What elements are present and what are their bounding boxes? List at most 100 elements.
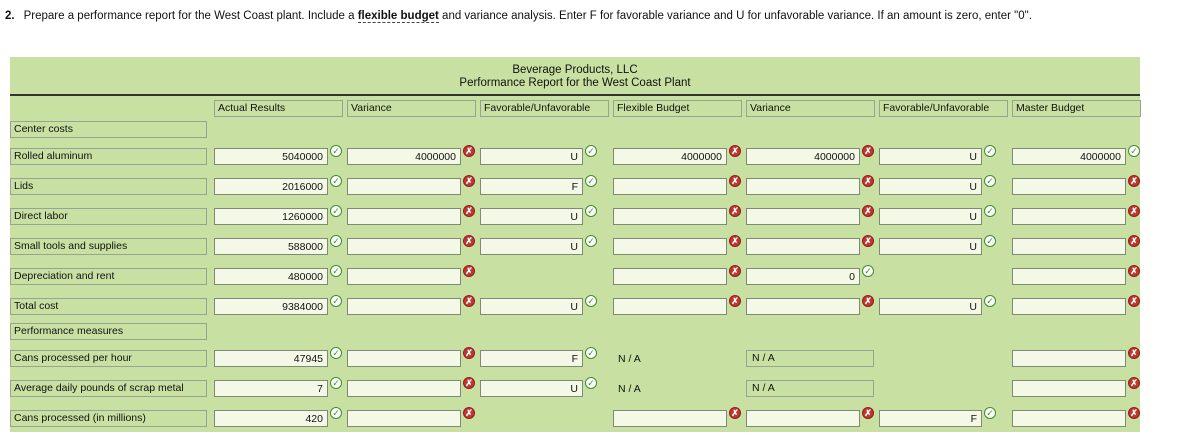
cell-slot: ✗ xyxy=(1012,407,1145,427)
cell-slot: ✗ xyxy=(746,175,879,195)
answer-input[interactable] xyxy=(746,410,860,427)
cell-slot: ✗ xyxy=(613,145,746,165)
correct-check-icon: ✓ xyxy=(330,407,342,419)
answer-input[interactable] xyxy=(480,148,583,165)
answer-input[interactable] xyxy=(347,148,461,165)
answer-input[interactable] xyxy=(613,410,727,427)
report-table-row: Lids ✓ ✗ ✓ ✗ ✗ ✓ ✗ xyxy=(10,170,1140,200)
answer-input[interactable] xyxy=(1012,298,1126,315)
answer-input[interactable] xyxy=(746,238,860,255)
answer-input[interactable] xyxy=(746,148,860,165)
answer-input[interactable] xyxy=(1012,380,1126,397)
cell-slot: ✗ xyxy=(613,407,746,427)
row-label: Average daily pounds of scrap metal xyxy=(10,380,207,397)
incorrect-x-icon: ✗ xyxy=(729,145,741,157)
answer-input[interactable] xyxy=(347,238,461,255)
answer-input[interactable] xyxy=(879,178,982,195)
correct-check-icon: ✓ xyxy=(330,205,342,217)
cell-slot: ✗ xyxy=(613,265,746,285)
cell-slot: ✗ xyxy=(347,175,480,195)
answer-input[interactable] xyxy=(347,410,461,427)
cell-slot: ✗ xyxy=(347,205,480,225)
incorrect-x-icon: ✗ xyxy=(1128,295,1140,307)
column-header-variance-1: Variance xyxy=(347,100,476,117)
report-table-row: Average daily pounds of scrap metal ✓ ✗ ✓ N … xyxy=(10,372,1140,402)
answer-input[interactable] xyxy=(1012,148,1126,165)
answer-input[interactable] xyxy=(480,380,583,397)
cell-slot: ✓ xyxy=(879,295,1012,315)
row-label: Performance measures xyxy=(10,323,207,340)
row-label-slot: Lids xyxy=(10,175,207,195)
correct-check-icon: ✓ xyxy=(330,377,342,389)
answer-input[interactable] xyxy=(1012,350,1126,367)
answer-input[interactable] xyxy=(347,298,461,315)
cell-slot: ✗ xyxy=(347,145,480,165)
answer-input[interactable] xyxy=(1012,208,1126,225)
answer-input[interactable] xyxy=(214,148,328,165)
row-label: Center costs xyxy=(10,121,207,138)
answer-input[interactable] xyxy=(347,178,461,195)
correct-check-icon: ✓ xyxy=(585,295,597,307)
answer-input[interactable] xyxy=(347,350,461,367)
incorrect-x-icon: ✗ xyxy=(463,347,475,359)
answer-input[interactable] xyxy=(214,380,328,397)
answer-input[interactable] xyxy=(1012,178,1126,195)
answer-input[interactable] xyxy=(879,298,982,315)
answer-input[interactable] xyxy=(879,238,982,255)
answer-input[interactable] xyxy=(347,208,461,225)
answer-input[interactable] xyxy=(613,298,727,315)
answer-input[interactable] xyxy=(347,380,461,397)
answer-input[interactable] xyxy=(746,178,860,195)
answer-input[interactable] xyxy=(480,208,583,225)
answer-input[interactable] xyxy=(214,268,328,285)
row-label-slot: Average daily pounds of scrap metal xyxy=(10,377,207,397)
answer-input[interactable] xyxy=(613,148,727,165)
answer-input[interactable] xyxy=(613,238,727,255)
row-label-slot: Center costs xyxy=(10,121,207,138)
cell-slot: ✗ xyxy=(746,295,879,315)
answer-input[interactable] xyxy=(214,298,328,315)
answer-input[interactable] xyxy=(214,238,328,255)
answer-input[interactable] xyxy=(613,208,727,225)
cell-slot: ✗ xyxy=(347,265,480,285)
answer-input[interactable] xyxy=(613,178,727,195)
answer-input[interactable] xyxy=(214,208,328,225)
answer-input[interactable] xyxy=(347,268,461,285)
cell-slot: ✗ xyxy=(1012,265,1145,285)
answer-input[interactable] xyxy=(746,268,860,285)
report-title: Performance Report for the West Coast Pl… xyxy=(459,77,691,89)
cell-slot: ✓ xyxy=(214,145,347,165)
answer-input[interactable] xyxy=(480,298,583,315)
answer-input[interactable] xyxy=(879,148,982,165)
answer-input[interactable] xyxy=(879,410,982,427)
correct-check-icon: ✓ xyxy=(330,347,342,359)
glossary-term-link[interactable]: flexible budget xyxy=(357,10,439,23)
correct-check-icon: ✓ xyxy=(585,145,597,157)
answer-input[interactable] xyxy=(480,178,583,195)
row-label: Cans processed (in millions) xyxy=(10,410,207,427)
answer-input[interactable] xyxy=(746,208,860,225)
correct-check-icon: ✓ xyxy=(330,265,342,277)
report-panel: Beverage Products, LLC Performance Repor… xyxy=(10,57,1141,432)
answer-input[interactable] xyxy=(1012,410,1126,427)
cell-slot: ✗ xyxy=(613,235,746,255)
answer-input[interactable] xyxy=(879,208,982,225)
cell-slot: ✗ xyxy=(746,145,879,165)
incorrect-x-icon: ✗ xyxy=(862,175,874,187)
answer-input[interactable] xyxy=(480,350,583,367)
row-label-slot: Performance measures xyxy=(10,323,207,340)
answer-input[interactable] xyxy=(746,298,860,315)
answer-input[interactable] xyxy=(214,350,328,367)
answer-input[interactable] xyxy=(613,268,727,285)
incorrect-x-icon: ✗ xyxy=(463,145,475,157)
incorrect-x-icon: ✗ xyxy=(1128,265,1140,277)
answer-input[interactable] xyxy=(480,238,583,255)
answer-input[interactable] xyxy=(1012,238,1126,255)
incorrect-x-icon: ✗ xyxy=(463,175,475,187)
answer-input[interactable] xyxy=(214,178,328,195)
cell-slot: ✓ xyxy=(1012,145,1145,165)
answer-input[interactable] xyxy=(1012,268,1126,285)
cell-slot: ✗ xyxy=(1012,347,1145,367)
cell-slot: N / A xyxy=(613,347,746,366)
answer-input[interactable] xyxy=(214,410,328,427)
